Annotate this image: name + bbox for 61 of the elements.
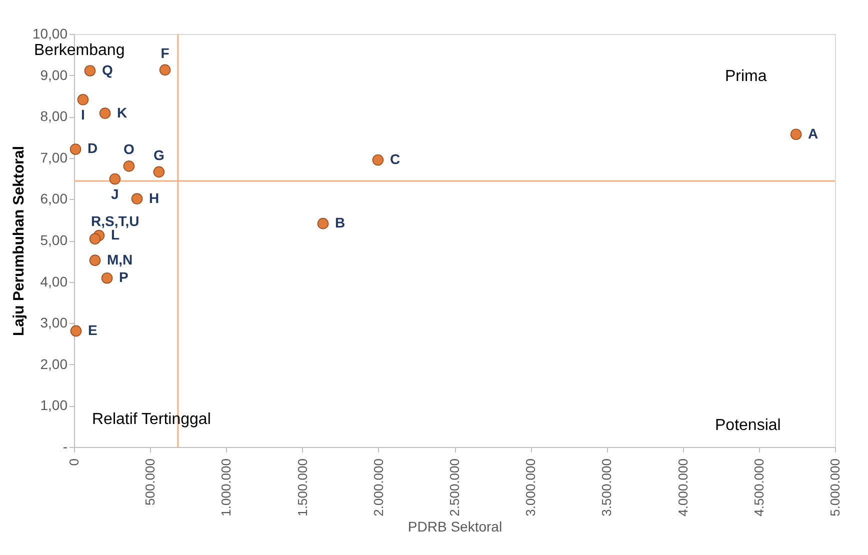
- x-tick-label: 0: [66, 458, 82, 466]
- annotation: Berkembang: [34, 42, 125, 59]
- series-label: M,N: [107, 251, 133, 268]
- series-label: I: [81, 106, 85, 123]
- series-label: R,S,T,U: [91, 212, 140, 229]
- x-tick-label: 3.000.000: [523, 458, 538, 516]
- x-tick-label: 1.500.000: [294, 458, 310, 516]
- x-axis-title: PDRB Sektoral: [408, 518, 502, 534]
- series-label: L: [110, 226, 120, 243]
- point: [109, 173, 121, 185]
- point: [99, 108, 111, 119]
- point: [77, 94, 89, 106]
- series-label: G: [153, 146, 164, 163]
- series-label: C: [390, 150, 400, 167]
- series-label: J: [111, 186, 119, 202]
- annotation: Relatif Tertinggal: [92, 411, 211, 428]
- y-tick-label: 9,00: [40, 66, 68, 83]
- y-tick-label: 6,00: [40, 190, 68, 207]
- series-label: F: [160, 44, 170, 61]
- point: [123, 160, 135, 172]
- annotation: Potensial: [715, 417, 781, 434]
- point: [790, 128, 802, 140]
- point: [131, 193, 143, 204]
- series-label: D: [88, 140, 98, 156]
- y-axis-title: Laju Perumbuhan Sektoral: [10, 146, 28, 336]
- x-tick-label: 3.500.000: [599, 458, 614, 516]
- point: [317, 218, 329, 230]
- point: [70, 325, 82, 337]
- series-label: B: [335, 214, 346, 231]
- x-tick-label: 4.000.000: [675, 458, 690, 516]
- y-tick-label: 3,00: [40, 314, 68, 331]
- x-tick-label: 4.500.000: [751, 458, 766, 516]
- point: [70, 144, 82, 155]
- point: [84, 65, 96, 76]
- point: [372, 154, 384, 166]
- point: [159, 64, 171, 76]
- y-tick-label: 10,00: [32, 26, 68, 42]
- y-tick-label: 7,00: [40, 149, 68, 166]
- series-label: O: [124, 141, 134, 158]
- point: [89, 254, 101, 266]
- series-label: E: [88, 322, 98, 338]
- series-label: H: [149, 190, 160, 206]
- point: [89, 233, 101, 244]
- x-tick-label: 1.000.000: [218, 458, 234, 516]
- x-tick-label: 2.000.000: [370, 458, 386, 516]
- series-label: K: [117, 104, 128, 120]
- point: [153, 166, 165, 178]
- series-label: A: [808, 125, 818, 142]
- series-label: P: [119, 269, 128, 286]
- series-label: Q: [102, 62, 113, 78]
- y-tick-label: 8,00: [40, 108, 68, 124]
- y-tick-label: 2,00: [40, 356, 68, 372]
- y-tick-label: 1,00: [40, 397, 68, 414]
- y-tick-label: 4,00: [40, 273, 68, 290]
- y-tick-label: -: [62, 438, 68, 454]
- y-tick-label: 5,00: [40, 232, 68, 248]
- annotation: Prima: [725, 68, 767, 85]
- x-tick-label: 5.000.000: [828, 458, 842, 516]
- x-tick-label: 2.500.000: [447, 458, 462, 516]
- x-tick-label: 500.000: [142, 458, 158, 506]
- point: [101, 272, 113, 284]
